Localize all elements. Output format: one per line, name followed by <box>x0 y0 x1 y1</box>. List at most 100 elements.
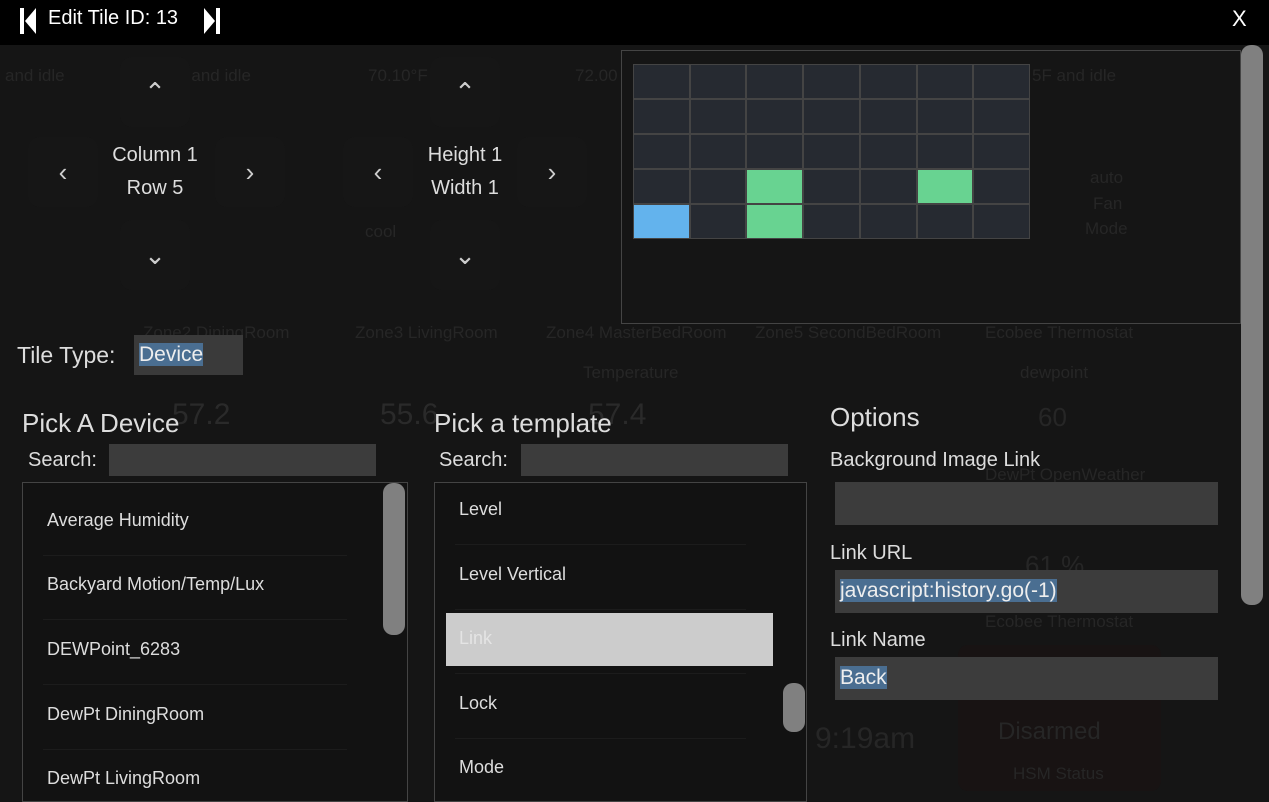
ghost-text: dewpoint <box>1020 363 1089 382</box>
divider <box>43 619 347 620</box>
list-item[interactable]: Level Vertical <box>459 564 567 584</box>
move-up-button[interactable]: ⌃ <box>120 57 190 127</box>
list-item[interactable]: DewPt LivingRoom <box>47 768 201 788</box>
grid-cell <box>690 100 746 133</box>
list-item[interactable]: Mode <box>459 757 505 777</box>
ghost-text: 72.00 <box>575 66 618 85</box>
grid-cell <box>804 170 859 203</box>
row-label: Row 5 <box>126 177 184 199</box>
template-list: Level Level Vertical Link Lock Mode <box>434 482 807 802</box>
divider <box>455 673 746 674</box>
link-url-value: javascript:history.go(-1) <box>840 579 1057 602</box>
next-tile-icon[interactable] <box>202 8 220 34</box>
grid-cell <box>917 205 973 238</box>
link-name-input[interactable]: Back <box>835 657 1218 700</box>
ghost-text: 57.2 <box>172 398 231 431</box>
grid-cell-occupied <box>747 170 803 203</box>
grid-cell <box>974 65 1029 98</box>
list-item[interactable]: Average Humidity <box>47 510 189 530</box>
ghost-text: Temperature <box>583 363 679 382</box>
template-search-input[interactable] <box>521 444 788 476</box>
list-item[interactable]: Lock <box>459 693 498 713</box>
grid-cell <box>860 135 916 168</box>
move-right-button[interactable]: › <box>215 137 285 207</box>
move-down-button[interactable]: ⌄ <box>120 220 190 290</box>
device-heading: Pick A Device <box>22 408 180 438</box>
modal-title: Edit Tile ID: 13 <box>48 7 179 29</box>
ghost-text: auto <box>1090 168 1124 187</box>
selected-highlight <box>446 613 773 666</box>
modal-header: Edit Tile ID: 13 X <box>0 0 1269 45</box>
tile-type-label: Tile Type: <box>17 342 116 368</box>
template-list-scrollbar[interactable] <box>783 683 805 732</box>
grid-cell <box>974 170 1029 203</box>
grid-cell-current <box>634 205 689 238</box>
list-item[interactable]: Backyard Motion/Temp/Lux <box>47 574 265 594</box>
height-increase-button[interactable]: ⌄ <box>430 220 500 290</box>
options-heading: Options <box>830 402 920 432</box>
divider <box>455 609 746 610</box>
ghost-text: Fan <box>1093 194 1123 213</box>
device-list-scrollbar[interactable] <box>383 483 405 635</box>
ghost-text: Zone4 MasterBedRoom <box>546 323 727 342</box>
grid-cell <box>917 135 973 168</box>
grid-cell <box>804 135 859 168</box>
divider <box>43 555 347 556</box>
ghost-text: DewPt OpenWeather <box>985 465 1146 484</box>
device-search-input[interactable] <box>109 444 376 476</box>
divider <box>43 684 347 685</box>
ghost-text: 9:19am <box>815 722 916 755</box>
ghost-text: 70.10°F <box>368 66 428 85</box>
ghost-text: Ecobee Thermostat <box>985 612 1134 631</box>
width-decrease-button[interactable]: ‹ <box>343 137 413 207</box>
grid-cell <box>917 100 973 133</box>
background-image-input[interactable] <box>835 482 1218 525</box>
grid-cell <box>690 135 746 168</box>
chevron-up-icon: ⌃ <box>454 76 476 107</box>
tile-type-value: Device <box>139 343 204 366</box>
chevron-down-icon: ⌄ <box>144 239 166 270</box>
device-search-label: Search: <box>28 449 97 471</box>
width-increase-button[interactable]: › <box>517 137 587 207</box>
list-item[interactable]: DewPt DiningRoom <box>47 704 205 724</box>
list-item[interactable]: Link <box>459 628 493 648</box>
link-url-input[interactable]: javascript:history.go(-1) <box>835 570 1218 613</box>
grid-cell <box>634 100 689 133</box>
ghost-text: Ecobee Thermostat <box>985 323 1134 342</box>
grid-cell <box>860 205 916 238</box>
grid-cell <box>747 100 803 133</box>
list-item[interactable]: Level <box>459 499 503 519</box>
chevron-left-icon: ‹ <box>373 156 383 187</box>
device-list: Average Humidity Backyard Motion/Temp/Lux… <box>22 482 408 802</box>
grid-cell <box>917 65 973 98</box>
ghost-text: Zone3 LivingRoom <box>355 323 498 342</box>
close-button[interactable]: X <box>1232 6 1247 31</box>
previous-tile-icon[interactable] <box>20 8 38 34</box>
grid-cell <box>804 100 859 133</box>
link-name-value: Back <box>840 666 887 689</box>
grid-cell-occupied <box>747 205 803 238</box>
grid-cell <box>634 170 689 203</box>
grid-cell <box>690 65 746 98</box>
template-search-label: Search: <box>439 449 508 471</box>
modal-scrollbar[interactable] <box>1241 45 1263 605</box>
height-label: Height 1 <box>427 144 503 166</box>
grid-cell <box>747 135 803 168</box>
grid-cell <box>974 100 1029 133</box>
link-name-label: Link Name <box>830 629 926 651</box>
chevron-up-icon: ⌃ <box>144 76 166 107</box>
grid-cell <box>690 205 746 238</box>
divider <box>43 749 347 750</box>
ghost-text: HSM Status <box>1013 764 1104 783</box>
move-left-button[interactable]: ‹ <box>28 137 98 207</box>
list-item[interactable]: DEWPoint_6283 <box>47 639 181 659</box>
ghost-text: 55.6 <box>380 398 439 431</box>
ghost-text: Disarmed <box>998 718 1101 745</box>
grid-cell-occupied <box>917 170 973 203</box>
divider <box>455 544 746 545</box>
ghost-text: 60 <box>1038 402 1067 432</box>
height-decrease-button[interactable]: ⌃ <box>430 57 500 127</box>
column-label: Column 1 <box>112 144 198 166</box>
tile-type-select[interactable]: Device <box>134 335 243 375</box>
grid-cell <box>860 100 916 133</box>
